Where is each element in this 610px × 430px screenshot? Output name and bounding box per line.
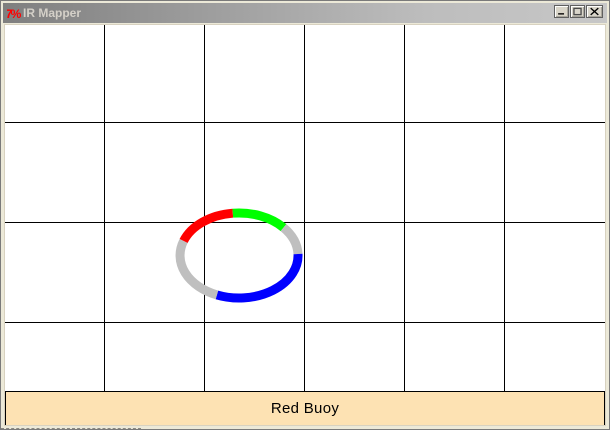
svg-text:7%: 7% [7,7,21,21]
